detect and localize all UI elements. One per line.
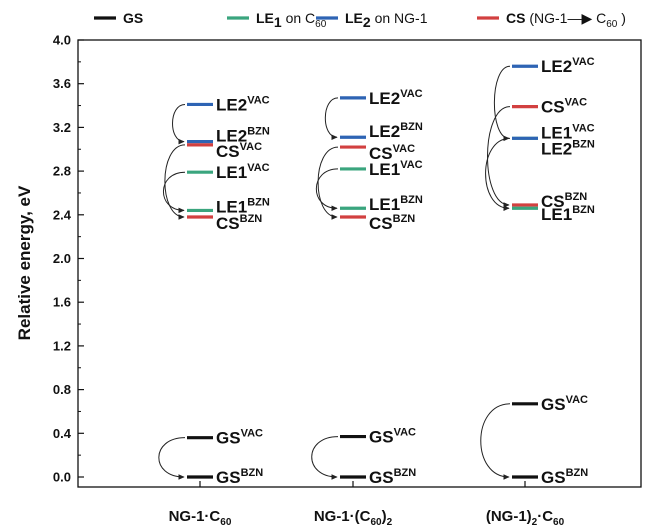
y-tick-label: 3.6 — [53, 76, 71, 91]
transition-arrow — [487, 106, 511, 208]
transition-arrow — [315, 168, 339, 212]
y-tick-label: 4.0 — [53, 33, 71, 48]
x-axis-categories: NG-1·C60 NG-1·(C60)2 (NG-1)2·C60 — [169, 481, 565, 528]
level-label: CSVAC — [216, 141, 262, 161]
legend-label-cs: CS (NG-1—▶ C60 ) — [506, 10, 626, 30]
level-label: LE2BZN — [541, 138, 595, 158]
level-label: GSVAC — [216, 428, 263, 448]
level-label: LE1BZN — [541, 204, 595, 224]
transition-arrow — [162, 171, 186, 214]
level-label: LE1BZN — [216, 196, 270, 216]
level-label: GSVAC — [369, 427, 416, 447]
legend-label-le2: LE2 on NG-1 — [345, 10, 428, 30]
transition-arrow — [164, 144, 186, 220]
x-category-label: NG-1·C60 — [169, 508, 232, 528]
level-label: LE2VAC — [369, 88, 423, 108]
level-label: CSVAC — [541, 97, 587, 117]
transition-arrow — [493, 65, 511, 142]
x-category-label: (NG-1)2·C60 — [486, 508, 565, 528]
level-label: LE2BZN — [216, 126, 270, 146]
energy-levels: LE2VACLE2BZNCSVACLE1VACLE1BZNCSBZNGSVACG… — [187, 56, 595, 487]
y-tick-label: 2.8 — [53, 164, 71, 179]
y-tick-label: 0.8 — [53, 382, 71, 397]
level-label: GSVAC — [541, 394, 588, 414]
y-tick-label: 3.2 — [53, 120, 71, 135]
level-label: GSBZN — [541, 467, 588, 487]
level-label: LE1VAC — [369, 159, 423, 179]
level-label: GSBZN — [369, 467, 416, 487]
legend-label-le1: LE1 on C60 — [256, 10, 327, 30]
level-label: CSBZN — [541, 191, 587, 211]
transition-arrow — [324, 97, 339, 141]
level-label: CSBZN — [216, 213, 262, 233]
level-label: LE1VAC — [541, 122, 595, 142]
y-tick-label: 1.6 — [53, 295, 71, 310]
transition-arrow — [480, 403, 511, 480]
x-category-label: NG-1·(C60)2 — [314, 508, 393, 528]
level-label: LE1BZN — [369, 194, 423, 214]
transition-arrow — [311, 436, 339, 480]
level-label: LE1VAC — [216, 162, 270, 182]
legend: GS LE1 on C60 LE2 on NG-1 CS (NG-1—▶ C60 ) — [94, 10, 626, 30]
level-label: LE2BZN — [369, 121, 423, 141]
transition-arrow — [158, 437, 186, 480]
level-label: CSVAC — [369, 143, 415, 163]
level-label: CSBZN — [369, 213, 415, 233]
level-label: GSBZN — [216, 467, 263, 487]
y-tick-label: 0.0 — [53, 470, 71, 485]
level-label: LE2VAC — [216, 94, 270, 114]
plot-frame — [77, 39, 642, 488]
y-tick-label: 2.0 — [53, 251, 71, 266]
transition-arrow — [317, 146, 339, 220]
y-tick-label: 2.4 — [53, 207, 72, 222]
y-tick-label: 0.4 — [53, 426, 72, 441]
y-axis: 0.0 0.4 0.8 1.2 1.6 2.0 2.4 2.8 3.2 3.6 4.0 — [53, 33, 84, 485]
transition-arrows — [158, 65, 511, 480]
transition-arrow — [485, 137, 511, 212]
level-label: LE2VAC — [541, 56, 595, 76]
transition-arrow — [172, 103, 186, 145]
y-tick-label: 1.2 — [53, 338, 71, 353]
legend-label-gs: GS — [123, 10, 143, 26]
y-axis-title: Relative energy, eV — [15, 185, 34, 340]
